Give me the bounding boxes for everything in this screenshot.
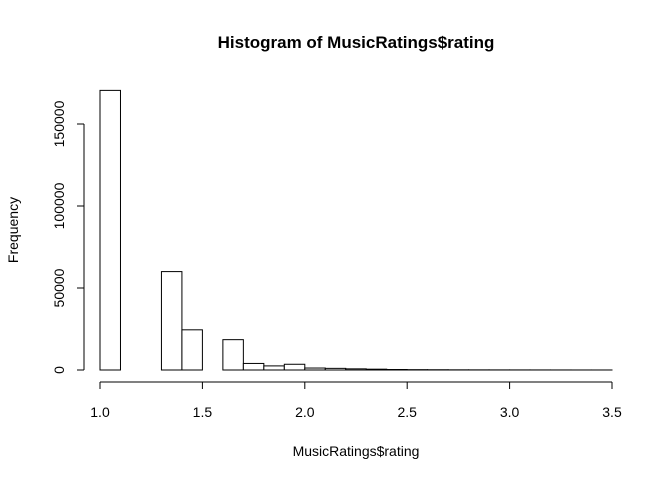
histogram-bar [263,365,285,371]
x-tick-label: 1.0 [90,404,110,420]
histogram-bar [222,339,244,371]
y-tick-label: 50000 [51,268,67,307]
chart-title: Histogram of MusicRatings$rating [218,33,495,52]
y-tick-label: 150000 [51,100,67,147]
y-tick-label: 0 [51,366,67,374]
x-tick-label: 1.5 [193,404,213,420]
x-axis: 1.0 1.5 2.0 2.5 3.0 3.5 [90,381,622,420]
histogram-bar [345,368,367,371]
x-tick-label: 2.0 [295,404,315,420]
histogram-bar [181,329,203,371]
x-tick-label: 2.5 [397,404,417,420]
histogram-bar [99,89,121,371]
x-tick-label: 3.5 [602,404,622,420]
y-axis: 0 50000 100000 150000 [51,100,85,374]
y-axis-label: Frequency [5,197,21,263]
histogram-bar [304,367,326,371]
histogram-bar [324,367,347,371]
histogram-bar [242,362,265,371]
x-axis-label: MusicRatings$rating [293,443,420,459]
histogram-bar [365,368,388,371]
histogram-bar [160,271,183,371]
histogram-bar [283,363,306,371]
y-tick-label: 100000 [51,182,67,229]
x-tick-label: 3.0 [500,404,520,420]
bars-group [99,89,613,371]
